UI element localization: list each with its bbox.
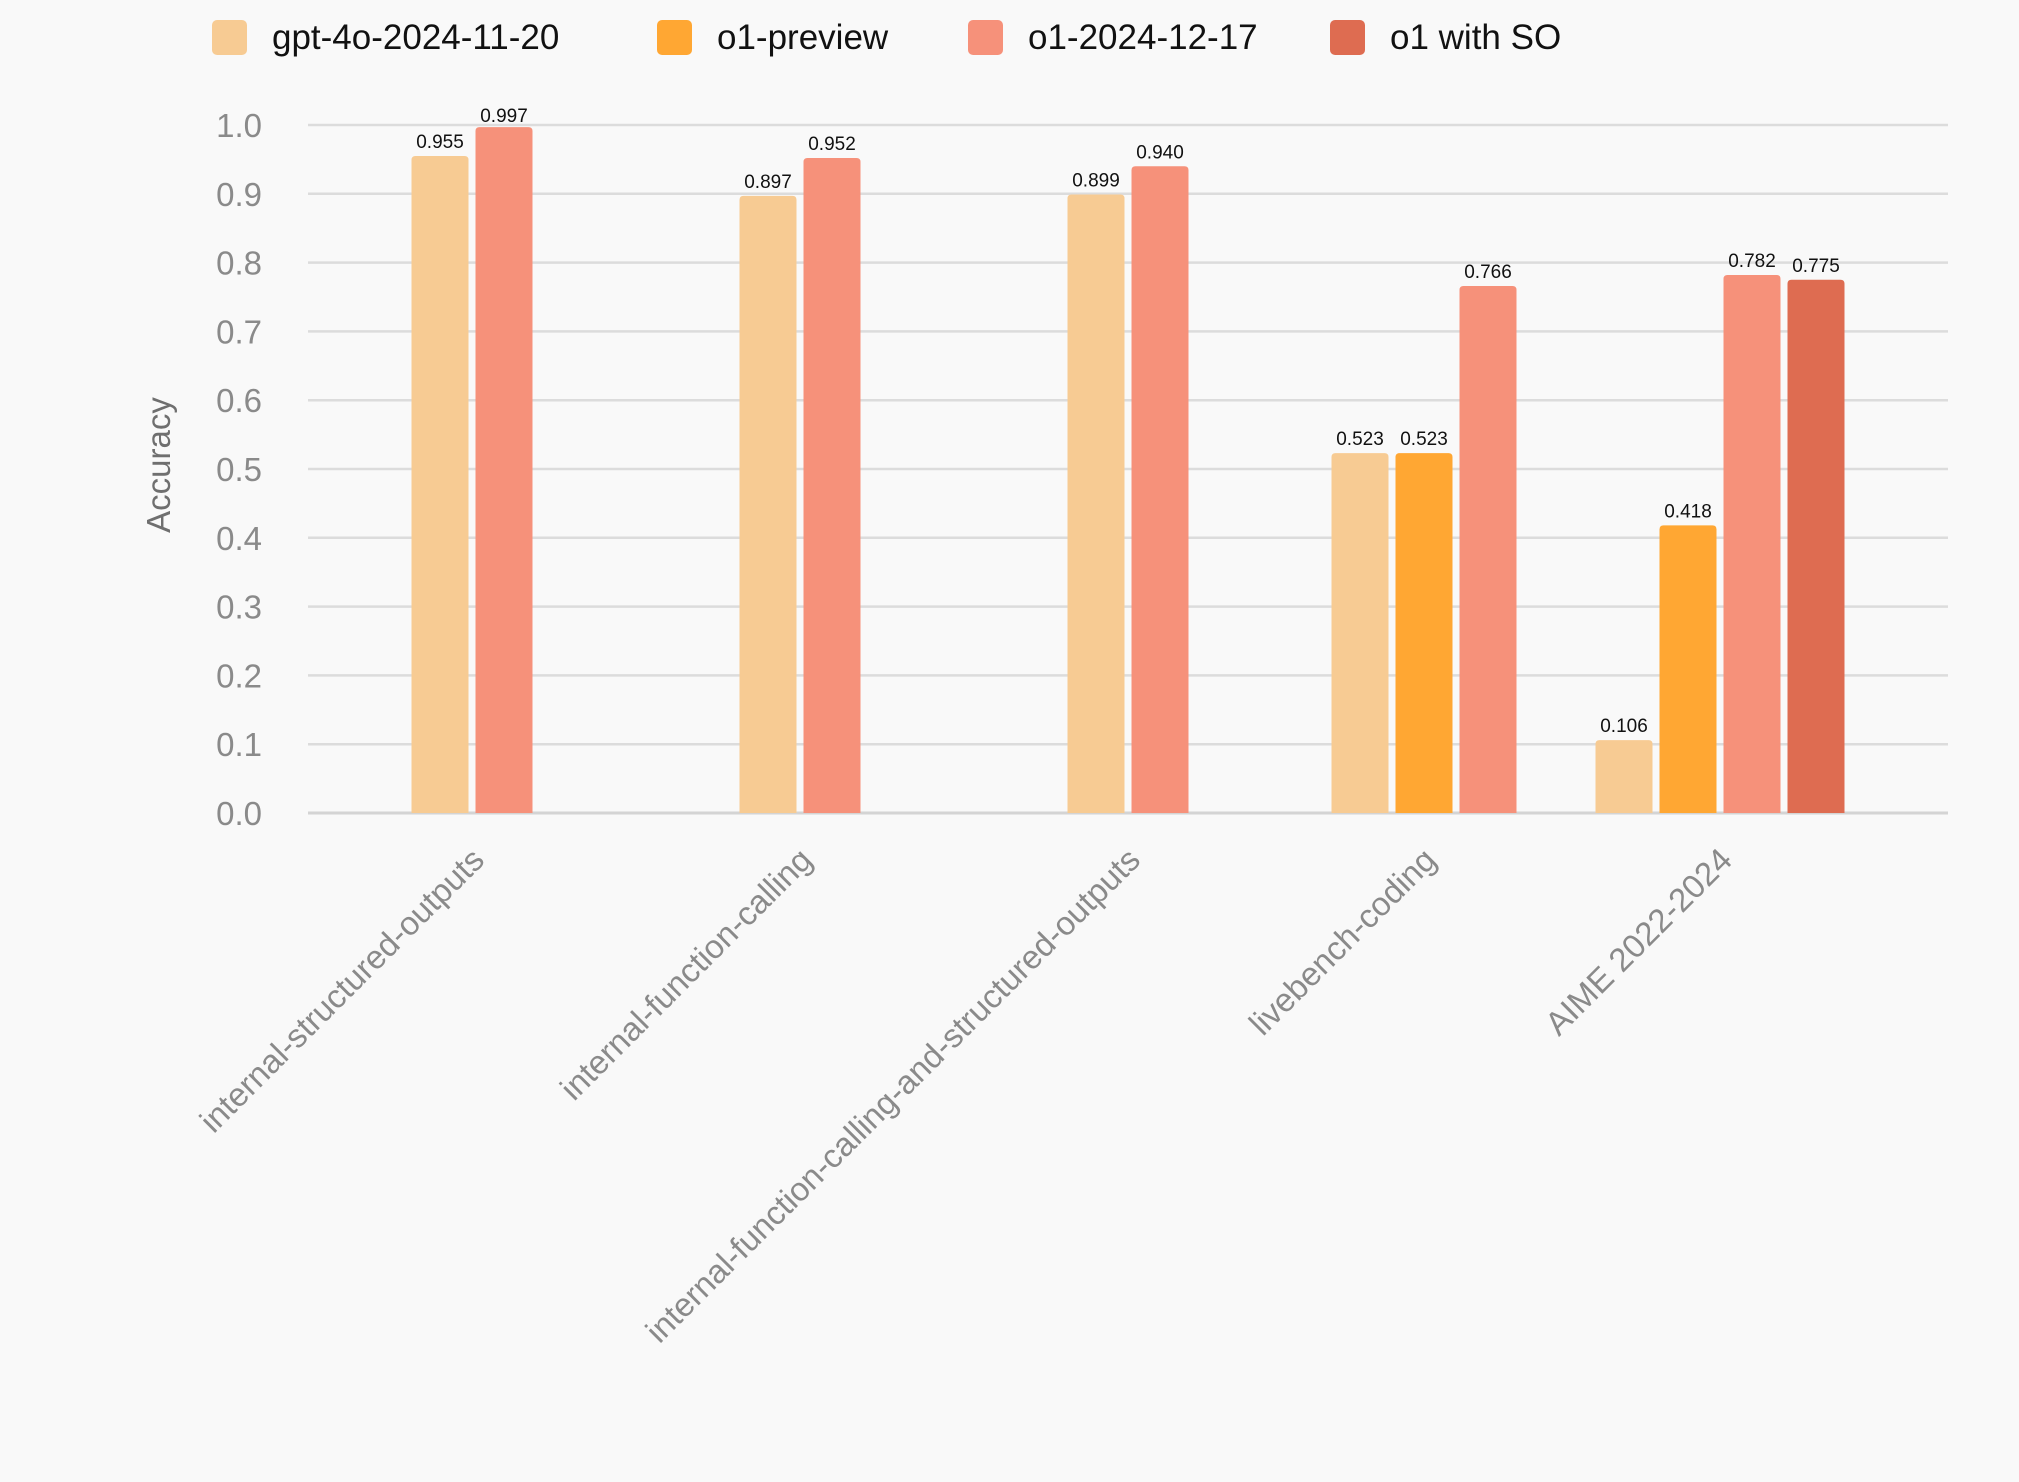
bar [1723,274,1781,813]
bar [803,158,861,814]
legend-label: o1 with SO [1390,18,1561,57]
bar [411,155,469,813]
gridlines [308,123,1948,815]
x-tick-label: internal-function-calling-and-structured… [638,841,1147,1350]
legend-label: o1-2024-12-17 [1028,18,1258,57]
y-tick-label: 0.6 [216,382,262,419]
legend-item: o1-2024-12-17 [968,18,1258,57]
y-tick-label: 0.2 [216,657,262,694]
data-label: 0.782 [1728,251,1776,272]
legend-swatch [968,20,1003,55]
y-tick-label: 0.3 [216,589,262,626]
bar [475,127,533,813]
bar [739,195,797,813]
bar [1067,194,1125,813]
y-tick-label: 0.9 [216,176,262,213]
y-tick-label: 0.5 [216,451,262,488]
y-tick-label: 0.0 [216,795,262,832]
y-axis-ticks: 0.0 0.1 0.2 0.3 0.4 0.5 0.6 0.7 0.8 0.9 1.0 [216,107,262,832]
legend-swatch [212,20,247,55]
legend-swatch [657,20,692,55]
bar [1595,740,1653,813]
x-tick-label: internal-structured-outputs [192,841,491,1140]
bar [1787,279,1845,813]
bar [1459,285,1517,813]
bars [411,127,1845,814]
data-label: 0.940 [1136,142,1184,163]
y-tick-label: 0.1 [216,726,262,763]
data-label: 0.997 [480,106,528,127]
y-tick-label: 1.0 [216,107,262,144]
data-label: 0.523 [1336,429,1384,450]
y-tick-label: 0.8 [216,245,262,282]
legend-item: o1 with SO [1330,18,1561,57]
data-label: 0.418 [1664,501,1712,522]
data-label: 0.106 [1600,716,1648,737]
y-tick-label: 0.7 [216,313,262,350]
legend-swatch [1330,20,1365,55]
legend-item: gpt-4o-2024-11-20 [212,18,559,57]
data-label: 0.955 [416,132,464,153]
x-tick-label: AIME 2022-2024 [1538,841,1739,1042]
data-label: 0.523 [1400,429,1448,450]
bar [1131,166,1189,813]
legend-label: gpt-4o-2024-11-20 [272,18,559,57]
x-tick-label: livebench-coding [1242,841,1443,1042]
data-label: 0.899 [1072,170,1120,191]
bar [1331,453,1389,813]
bar [1395,453,1453,813]
x-axis-categories: internal-structured-outputs internal-func… [192,841,1739,1350]
y-tick-label: 0.4 [216,520,262,557]
legend-label: o1-preview [717,18,889,57]
data-label: 0.952 [808,134,856,155]
legend-item: o1-preview [657,18,889,57]
data-label: 0.775 [1792,256,1840,277]
x-tick-label: internal-function-calling [553,841,819,1107]
data-label: 0.766 [1464,262,1512,283]
y-axis-label: Accuracy [140,397,177,533]
bar [1659,525,1717,813]
legend: gpt-4o-2024-11-20 o1-preview o1-2024-12-17… [212,18,1561,57]
value-labels: 0.955 0.997 0.897 0.952 0.899 0.940 0.523 0.523… [416,106,1840,737]
data-label: 0.897 [744,172,792,193]
